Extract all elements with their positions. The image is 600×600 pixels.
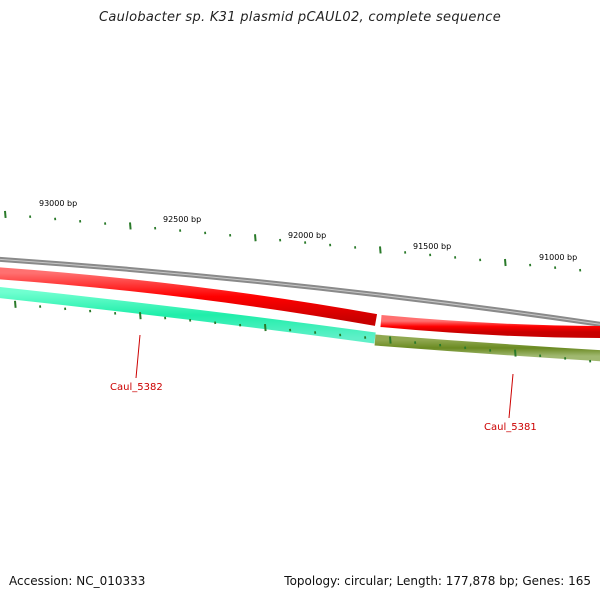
major-tick (254, 234, 257, 242)
major-tick (389, 336, 392, 344)
gene-leader-caul-5381 (508, 373, 514, 419)
ruler-label: 91500 bp (413, 242, 451, 251)
major-tick (504, 258, 507, 267)
accession-text: Accession: NC_010333 (9, 574, 146, 588)
forward-feature-left[interactable] (0, 267, 378, 326)
gene-leader-caul-5382 (135, 334, 141, 379)
forward-feature-right[interactable] (380, 315, 600, 338)
major-tick (139, 312, 142, 320)
gene-label-caul-5382[interactable]: Caul_5382 (110, 382, 163, 393)
gene-caul-5382[interactable] (0, 287, 376, 344)
map-title: Caulobacter sp. K31 plasmid pCAUL02, com… (98, 10, 502, 25)
ruler-ticks-outer (4, 210, 582, 272)
ruler-ticks-inner (14, 300, 592, 363)
ruler-label: 92000 bp (288, 231, 326, 240)
major-tick (14, 300, 17, 308)
ruler-label: 93000 bp (39, 199, 77, 208)
ruler-label: 91000 bp (539, 253, 577, 262)
ruler-label: 92500 bp (163, 215, 201, 224)
gene-label-caul-5381[interactable]: Caul_5381 (484, 422, 537, 433)
major-tick (264, 323, 267, 332)
major-tick (514, 349, 517, 357)
major-tick (4, 210, 7, 219)
backbone-track (0, 256, 600, 327)
major-tick (129, 222, 132, 230)
major-tick (379, 246, 382, 254)
summary-text: Topology: circular; Length: 177,878 bp; … (284, 574, 591, 588)
gene-caul-5381[interactable] (374, 334, 600, 362)
